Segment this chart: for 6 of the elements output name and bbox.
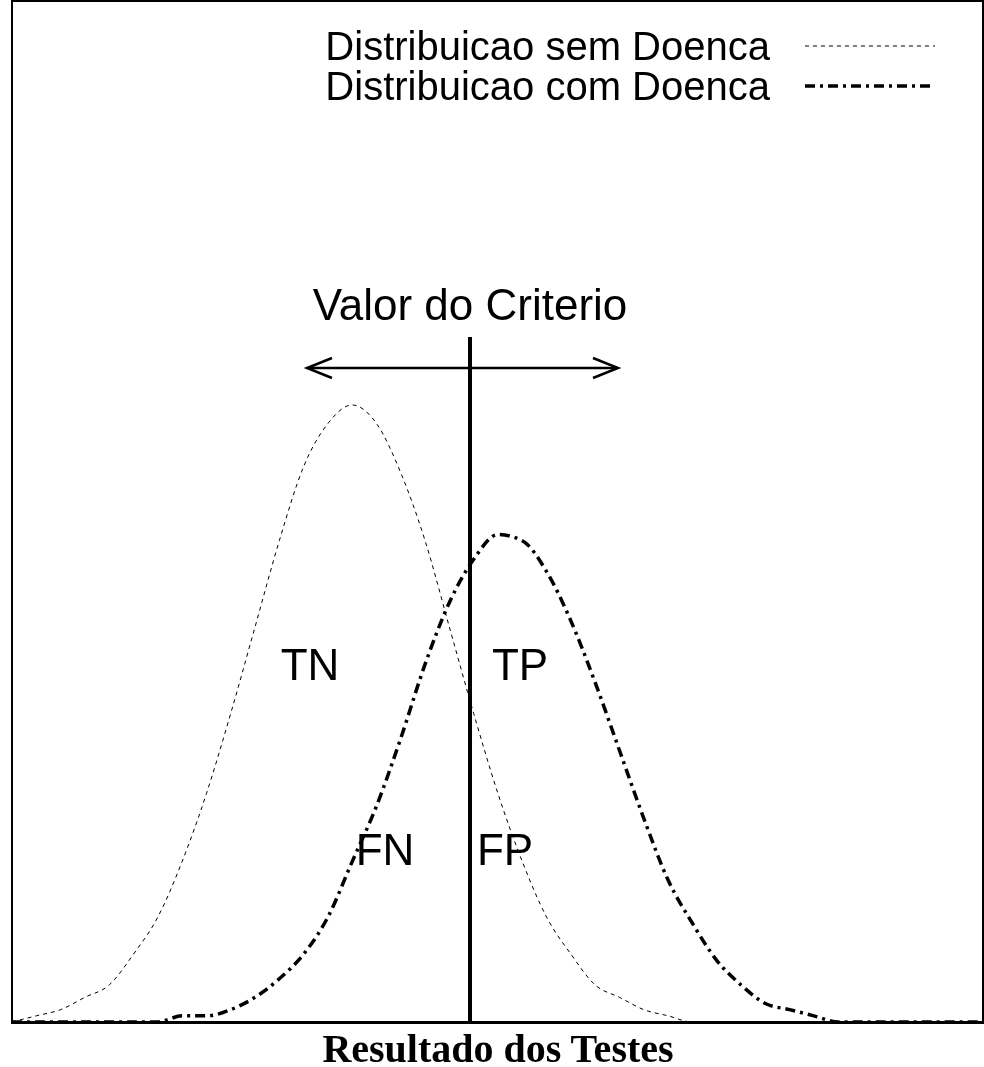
annotation: TP	[491, 640, 549, 689]
annotation: TN	[280, 640, 340, 689]
annotation: FP	[476, 825, 534, 874]
text: Valor do Criterio	[312, 280, 628, 329]
annotation: FN	[355, 825, 415, 874]
x-axis-title: Resultado dos Testes	[322, 1026, 674, 1067]
